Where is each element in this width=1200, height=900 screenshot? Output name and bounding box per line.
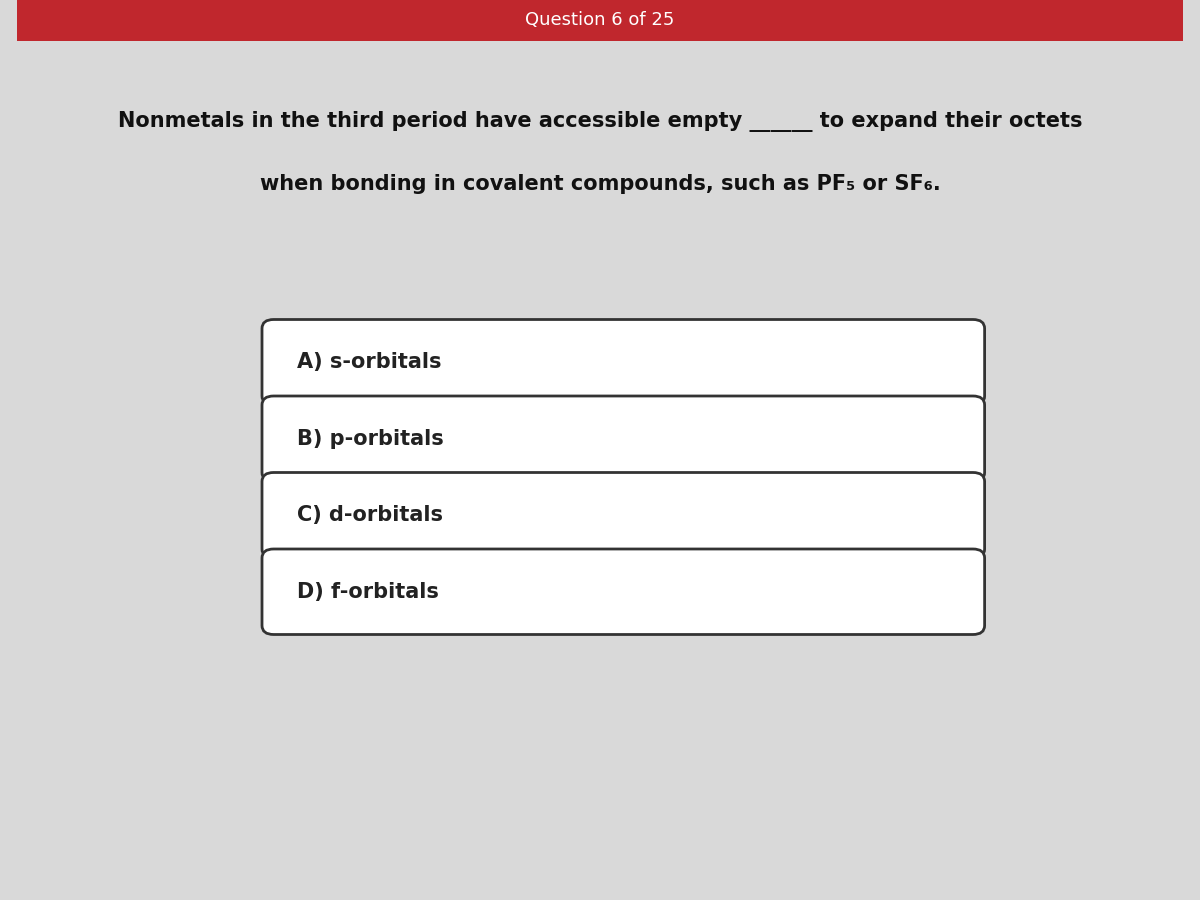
- FancyBboxPatch shape: [17, 0, 1183, 40]
- Text: D) f-orbitals: D) f-orbitals: [296, 581, 439, 602]
- Text: C) d-orbitals: C) d-orbitals: [296, 505, 443, 526]
- FancyBboxPatch shape: [262, 396, 985, 482]
- Text: Question 6 of 25: Question 6 of 25: [526, 11, 674, 29]
- Text: when bonding in covalent compounds, such as PF₅ or SF₆.: when bonding in covalent compounds, such…: [259, 175, 941, 194]
- FancyBboxPatch shape: [262, 549, 985, 634]
- FancyBboxPatch shape: [262, 320, 985, 405]
- FancyBboxPatch shape: [262, 472, 985, 558]
- Text: A) s-orbitals: A) s-orbitals: [296, 352, 442, 373]
- Text: B) p-orbitals: B) p-orbitals: [296, 428, 444, 449]
- Text: Nonmetals in the third period have accessible empty ______ to expand their octet: Nonmetals in the third period have acces…: [118, 111, 1082, 132]
